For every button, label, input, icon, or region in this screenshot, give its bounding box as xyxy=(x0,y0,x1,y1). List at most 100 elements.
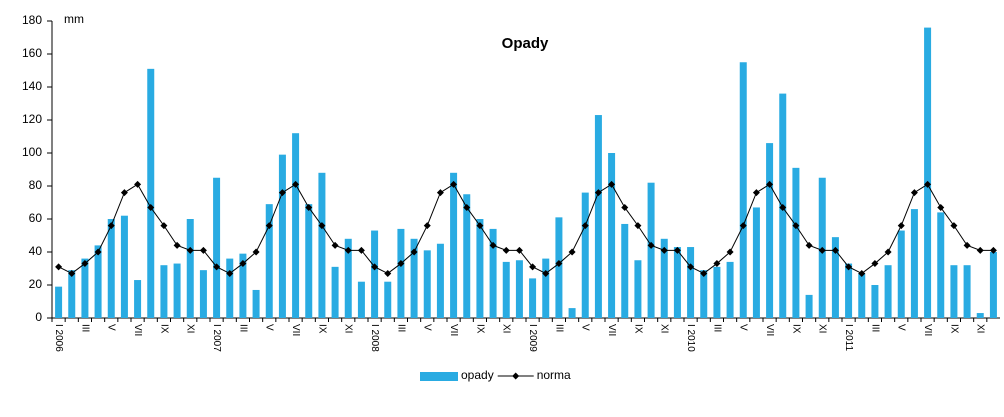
bar xyxy=(568,308,576,318)
x-tick-label: XI xyxy=(343,324,354,333)
bar xyxy=(924,27,932,318)
marker xyxy=(581,222,589,230)
x-tick-label: IX xyxy=(316,324,327,334)
bar xyxy=(700,270,708,318)
bar xyxy=(529,278,537,318)
marker xyxy=(384,269,392,277)
x-tick-label: VII xyxy=(290,324,301,336)
x-tick-label: III xyxy=(237,324,248,332)
marker xyxy=(331,241,339,249)
marker xyxy=(292,180,300,188)
marker xyxy=(68,269,76,277)
bar xyxy=(502,261,510,318)
y-tick-label: 180 xyxy=(22,13,42,27)
x-tick-label: IX xyxy=(948,324,959,334)
bar xyxy=(976,313,984,318)
x-tick-label: XI xyxy=(501,324,512,333)
bar xyxy=(199,270,207,318)
bar xyxy=(384,281,392,318)
bar xyxy=(450,172,458,318)
marker xyxy=(489,241,497,249)
bar xyxy=(186,219,194,318)
bar xyxy=(621,223,629,318)
marker xyxy=(594,189,602,197)
bar xyxy=(858,273,866,318)
x-tick-label: I 2008 xyxy=(369,324,380,352)
y-tick-label: 120 xyxy=(22,112,42,126)
marker xyxy=(700,269,708,277)
bar xyxy=(226,258,234,318)
marker xyxy=(160,222,168,230)
marker xyxy=(713,260,721,268)
bar xyxy=(292,133,300,318)
y-tick-label: 140 xyxy=(22,79,42,93)
marker xyxy=(818,246,826,254)
marker xyxy=(792,222,800,230)
marker xyxy=(555,260,563,268)
line xyxy=(58,183,994,275)
x-tick-label: III xyxy=(553,324,564,332)
bar xyxy=(937,212,945,318)
marker xyxy=(963,241,971,249)
marker xyxy=(608,180,616,188)
marker xyxy=(779,203,787,211)
marker xyxy=(252,248,260,256)
y-tick-label: 100 xyxy=(22,145,42,159)
bar xyxy=(252,289,260,318)
x-tick-label: VII xyxy=(132,324,143,336)
y-axis-label: mm xyxy=(64,12,84,26)
marker xyxy=(213,263,221,271)
marker xyxy=(278,189,286,197)
marker xyxy=(831,246,839,254)
marker xyxy=(147,203,155,211)
x-tick-label: XI xyxy=(975,324,986,333)
marker xyxy=(871,260,879,268)
bar xyxy=(94,245,102,318)
marker xyxy=(265,222,273,230)
x-tick-label: V xyxy=(422,324,433,331)
bar xyxy=(463,194,471,318)
legend-marker xyxy=(512,372,520,380)
bar xyxy=(318,172,326,318)
marker xyxy=(976,246,984,254)
y-tick-label: 0 xyxy=(35,310,42,324)
bar xyxy=(673,247,681,318)
marker xyxy=(845,263,853,271)
bar xyxy=(687,247,695,318)
x-tick-label: III xyxy=(869,324,880,332)
x-tick-label: V xyxy=(264,324,275,331)
bar xyxy=(660,238,668,318)
marker xyxy=(726,248,734,256)
marker xyxy=(120,189,128,197)
bar xyxy=(845,263,853,318)
marker xyxy=(542,269,550,277)
bar xyxy=(963,265,971,318)
x-tick-label: VII xyxy=(448,324,459,336)
bar xyxy=(594,115,602,318)
marker xyxy=(937,203,945,211)
marker xyxy=(989,246,997,254)
bar xyxy=(213,177,221,318)
x-tick-label: IX xyxy=(790,324,801,334)
y-tick-label: 80 xyxy=(29,178,43,192)
x-tick-label: III xyxy=(79,324,90,332)
marker xyxy=(107,222,115,230)
y-tick-label: 20 xyxy=(29,277,43,291)
bar xyxy=(739,62,747,318)
marker xyxy=(344,246,352,254)
marker xyxy=(397,260,405,268)
bar xyxy=(792,167,800,318)
bar xyxy=(160,265,168,318)
marker xyxy=(226,269,234,277)
legend-label: norma xyxy=(537,368,571,382)
bar xyxy=(476,219,484,318)
legend-swatch xyxy=(420,372,458,381)
marker xyxy=(858,269,866,277)
x-tick-label: VII xyxy=(764,324,775,336)
marker xyxy=(81,260,89,268)
marker xyxy=(357,246,365,254)
bar xyxy=(713,266,721,318)
marker xyxy=(173,241,181,249)
marker xyxy=(621,203,629,211)
